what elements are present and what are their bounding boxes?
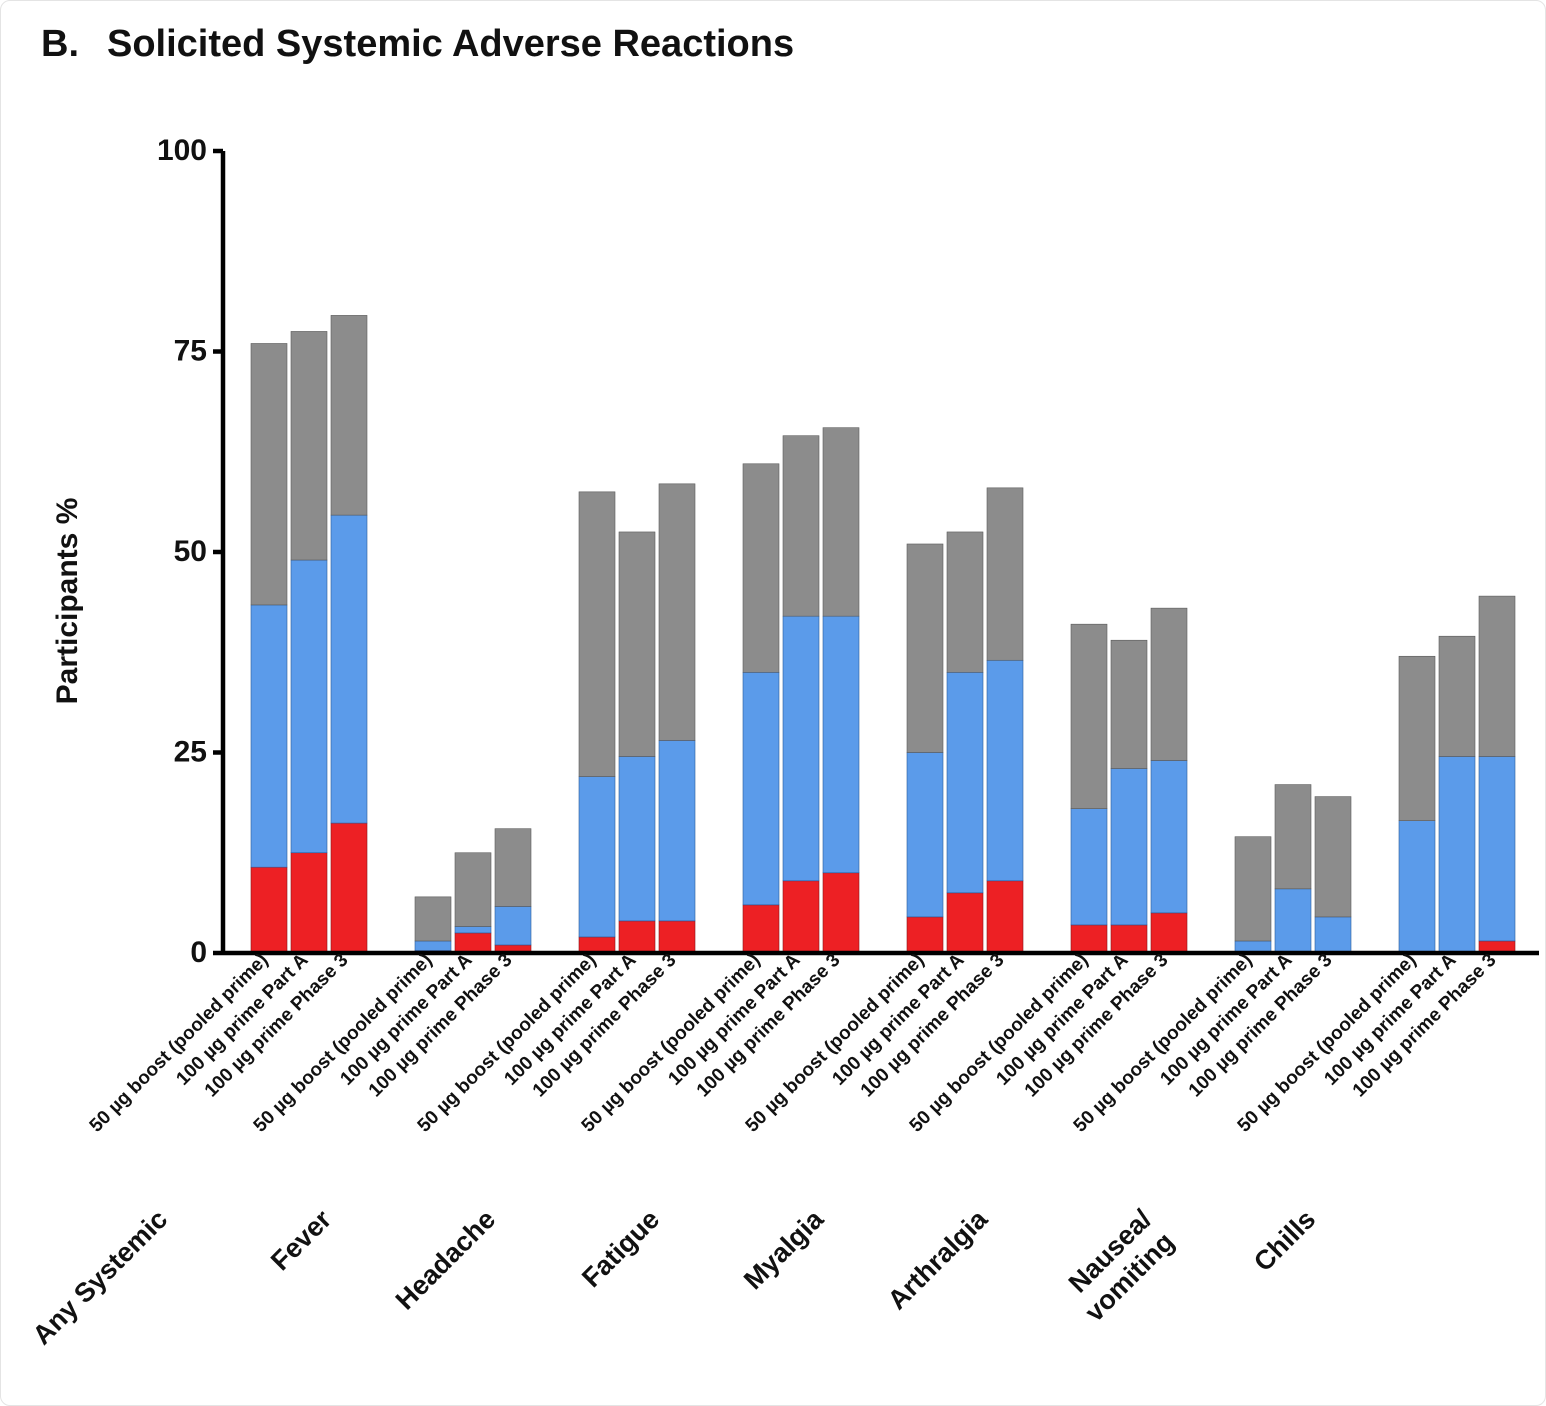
svg-text:Fever: Fever <box>265 1204 338 1277</box>
svg-text:Arthralgia: Arthralgia <box>882 1203 994 1315</box>
svg-text:Fatigue: Fatigue <box>576 1204 665 1293</box>
svg-text:100: 100 <box>157 134 207 167</box>
svg-text:0: 0 <box>190 936 207 969</box>
svg-text:Any Systemic: Any Systemic <box>27 1204 173 1350</box>
svg-text:Chills: Chills <box>1248 1204 1321 1277</box>
svg-text:75: 75 <box>174 335 207 368</box>
svg-text:50: 50 <box>174 535 207 568</box>
svg-text:Myalgia: Myalgia <box>738 1203 830 1295</box>
svg-text:Nausea/vomiting: Nausea/vomiting <box>1056 1204 1180 1328</box>
svg-text:Headache: Headache <box>390 1204 501 1315</box>
svg-text:25: 25 <box>174 736 207 769</box>
